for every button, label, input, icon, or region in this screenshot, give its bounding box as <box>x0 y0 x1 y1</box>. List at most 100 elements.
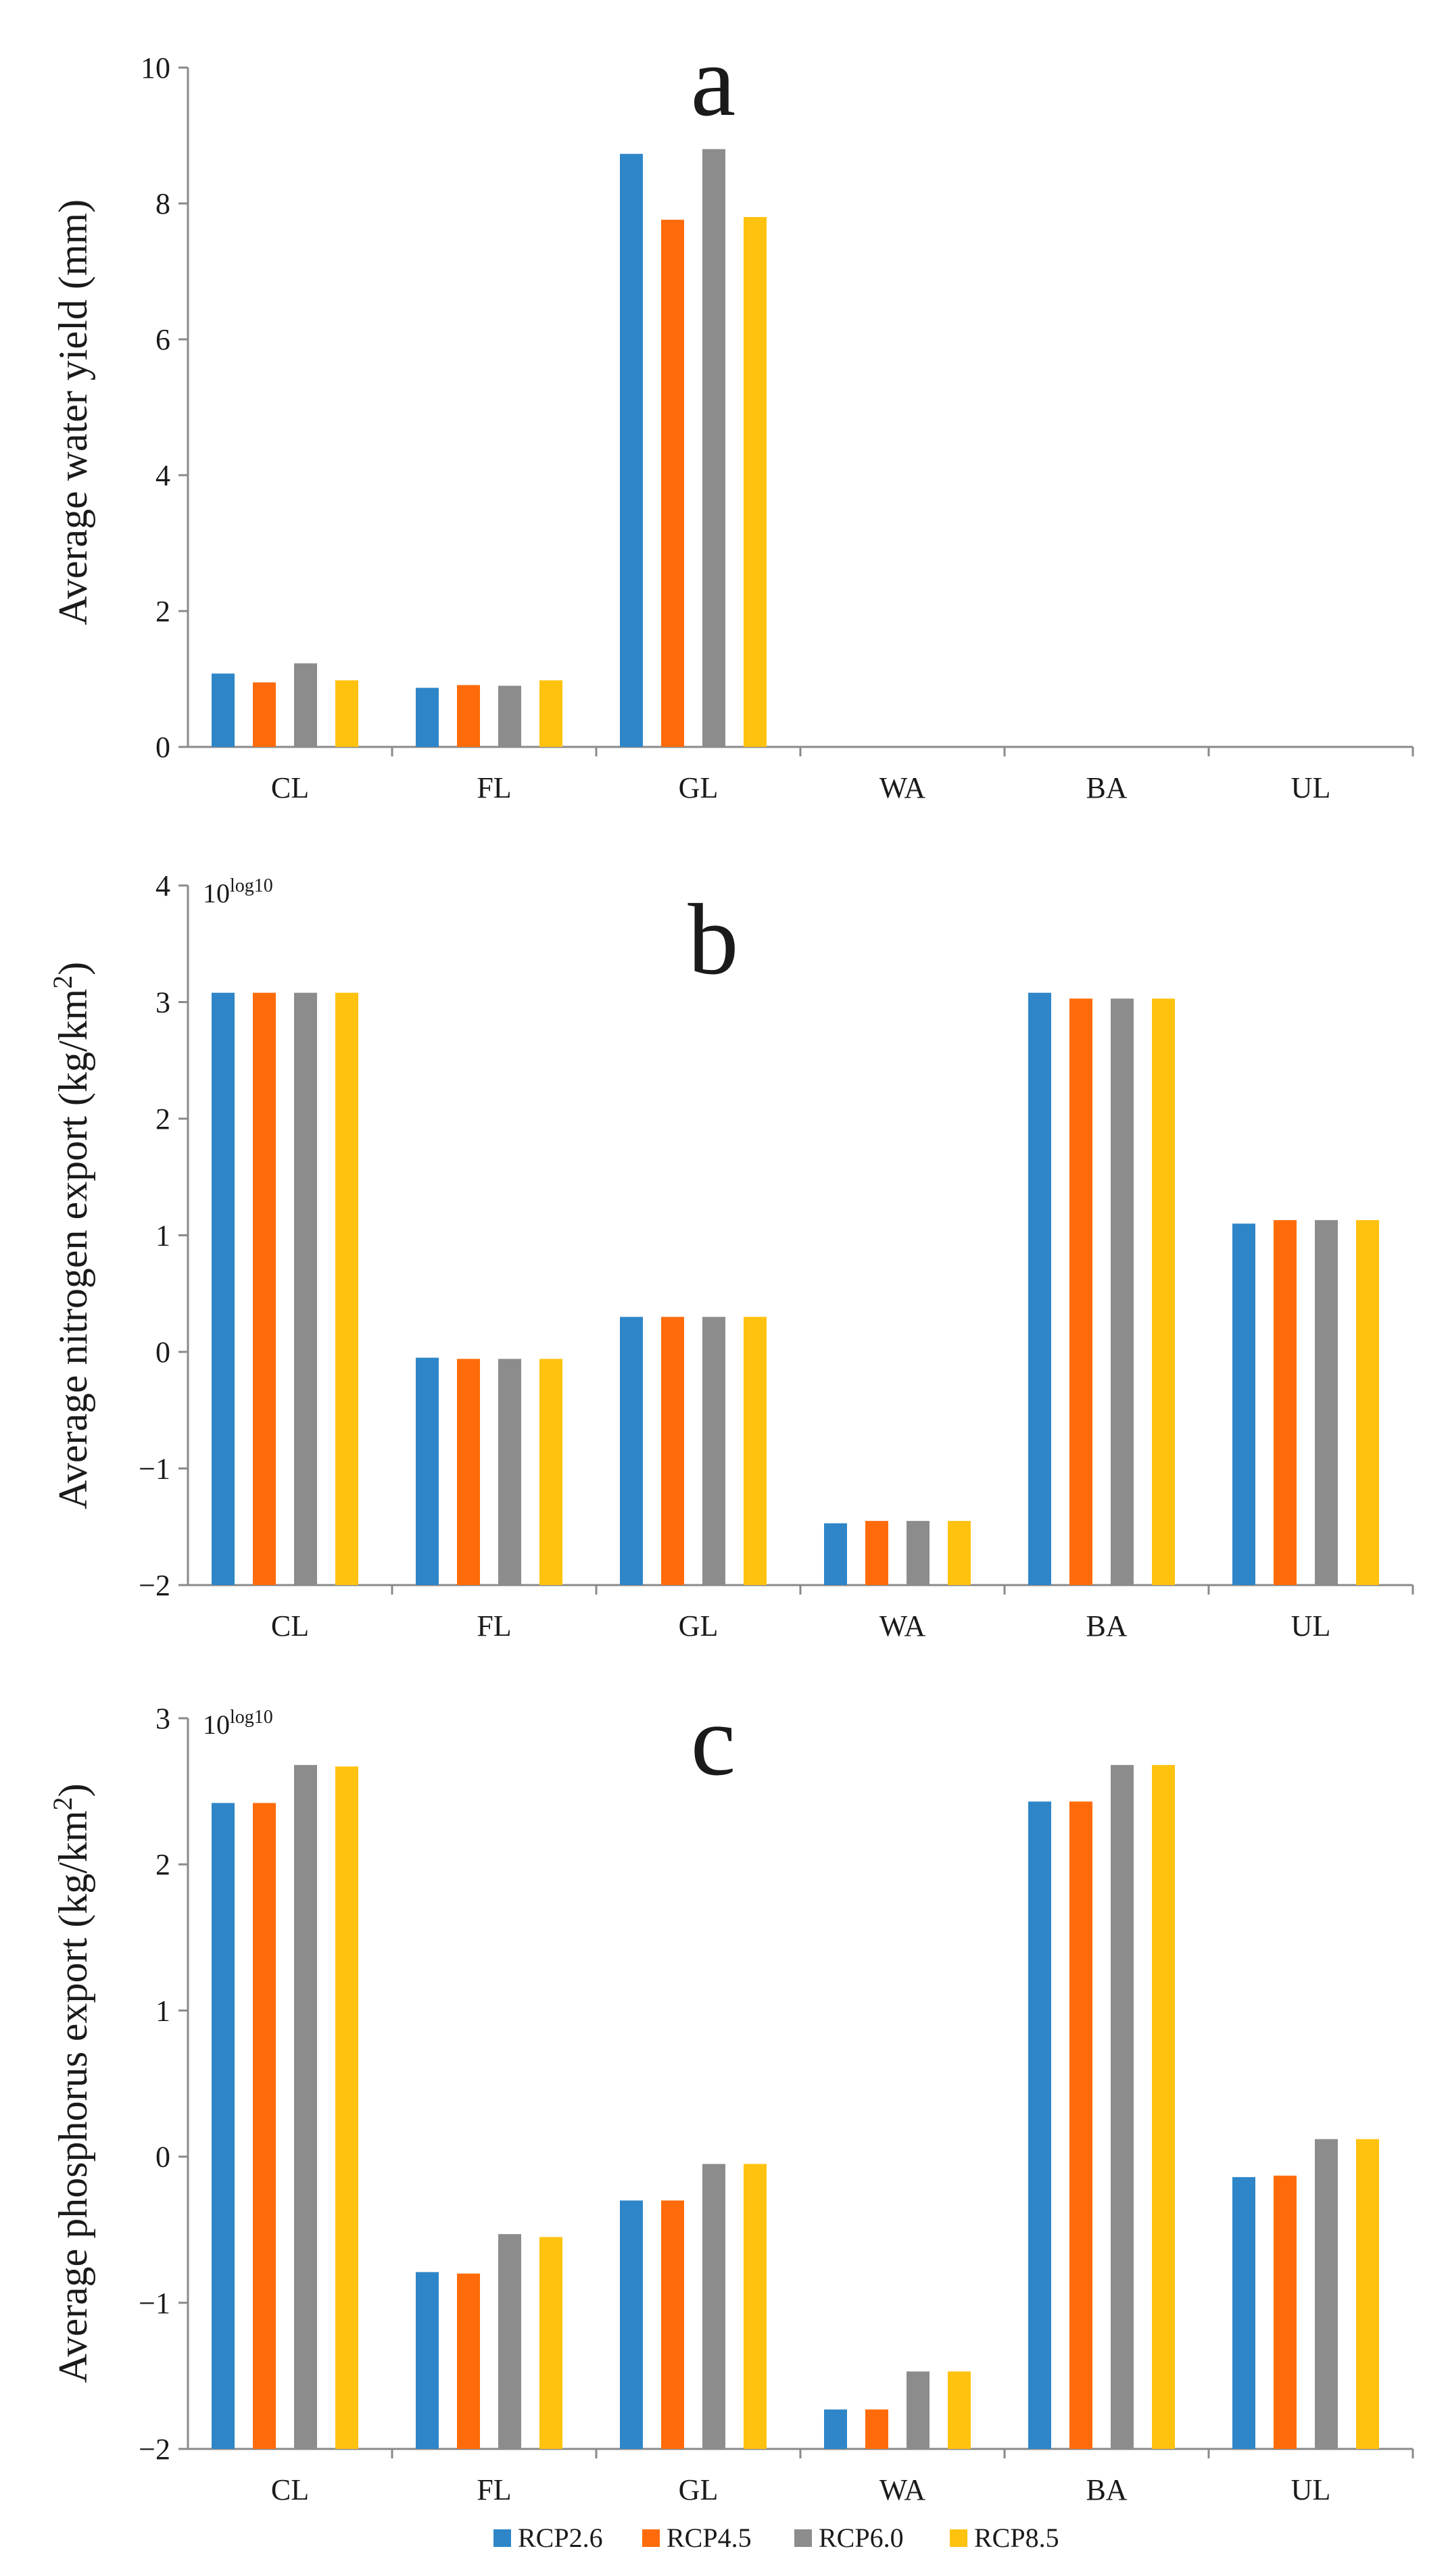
legend-item-rcp85: RCP8.5 <box>950 2523 1059 2553</box>
y-tick-label: 3 <box>155 1702 170 1735</box>
x-tick-label-fl: FL <box>477 1609 511 1643</box>
x-tick-label-wa: WA <box>879 2473 926 2506</box>
bar-b-cl-rcp85 <box>335 992 358 1585</box>
bar-c-fl-rcp85 <box>539 2237 562 2449</box>
bar-a-cl-rcp45 <box>253 682 276 747</box>
bar-a-fl-rcp85 <box>539 680 562 747</box>
bar-b-ul-rcp26 <box>1232 1223 1255 1585</box>
x-tick-label-fl: FL <box>477 2473 511 2506</box>
log-scale-note: 10log10 <box>203 1707 273 1740</box>
legend-swatch <box>642 2529 660 2547</box>
bar-b-wa-rcp26 <box>824 1523 847 1585</box>
y-tick-label: 8 <box>155 187 170 220</box>
bar-a-fl-rcp26 <box>416 687 439 747</box>
x-tick-label-gl: GL <box>679 771 719 804</box>
legend-label: RCP8.5 <box>974 2523 1059 2553</box>
y-tick-label: −1 <box>139 2287 170 2320</box>
log-scale-note: 10log10 <box>203 875 273 908</box>
chart-panel-c: −2 −1 0 1 2 3 CL FL GL WA BA UL Average phosphorus e… <box>47 1684 1414 2506</box>
bar-c-gl-rcp45 <box>661 2200 684 2449</box>
y-tick-label: 1 <box>155 1994 170 2027</box>
y-tick-label: 10 <box>141 51 170 84</box>
bar-a-cl-rcp26 <box>212 673 235 747</box>
bar-c-cl-rcp26 <box>212 1803 235 2449</box>
x-tick-label-fl: FL <box>477 771 511 804</box>
bar-b-ba-rcp60 <box>1111 998 1134 1585</box>
legend-label: RCP4.5 <box>667 2523 752 2553</box>
y-tick-label: 2 <box>155 1102 170 1136</box>
chart-panel-b: −2 −1 0 1 2 3 4 CL FL GL WA BA UL Average nitrogen ex… <box>47 869 1414 1643</box>
legend-item-rcp26: RCP2.6 <box>493 2523 603 2553</box>
bar-a-cl-rcp85 <box>335 680 358 747</box>
bar-a-gl-rcp26 <box>620 153 643 747</box>
bar-b-gl-rcp85 <box>744 1317 767 1585</box>
bar-b-ba-rcp26 <box>1028 992 1051 1585</box>
bar-b-ul-rcp60 <box>1315 1220 1338 1585</box>
bar-b-cl-rcp26 <box>212 992 235 1585</box>
y-tick-label: −2 <box>139 2433 170 2466</box>
y-tick-label: 3 <box>155 986 170 1019</box>
bar-b-fl-rcp85 <box>539 1359 562 1585</box>
bar-c-wa-rcp60 <box>907 2371 930 2449</box>
panel-letter: a <box>691 25 736 137</box>
x-tick-label-ul: UL <box>1291 771 1331 804</box>
bar-c-ul-rcp85 <box>1356 2139 1379 2449</box>
bar-c-fl-rcp60 <box>498 2234 521 2449</box>
x-tick-label-wa: WA <box>879 771 926 804</box>
x-tick-label-ba: BA <box>1086 2473 1127 2506</box>
y-axis-title: Average phosphorus export (kg/km2) <box>47 1783 95 2383</box>
bar-b-gl-rcp26 <box>620 1317 643 1585</box>
bar-b-ul-rcp85 <box>1356 1220 1379 1585</box>
y-tick-label: 4 <box>155 869 170 902</box>
bar-b-fl-rcp60 <box>498 1359 521 1585</box>
bar-c-cl-rcp60 <box>294 1765 317 2449</box>
bar-b-fl-rcp45 <box>457 1359 480 1585</box>
x-tick-label-ba: BA <box>1086 1609 1127 1643</box>
x-tick-label-cl: CL <box>271 1609 309 1643</box>
bar-b-ul-rcp45 <box>1274 1220 1297 1585</box>
y-tick-label: 1 <box>155 1219 170 1253</box>
x-tick-label-ul: UL <box>1291 1609 1331 1643</box>
x-tick-label-gl: GL <box>679 2473 719 2506</box>
bar-c-ba-rcp45 <box>1069 1801 1092 2449</box>
y-tick-label: 6 <box>155 323 170 356</box>
y-tick-label: 0 <box>155 2141 170 2174</box>
bar-b-wa-rcp60 <box>907 1521 930 1585</box>
x-tick-label-wa: WA <box>879 1609 926 1643</box>
legend-swatch <box>493 2529 511 2547</box>
y-tick-label: 2 <box>155 1848 170 1881</box>
bar-b-ba-rcp85 <box>1152 998 1175 1585</box>
x-tick-label-cl: CL <box>271 771 309 804</box>
x-tick-label-ul: UL <box>1291 2473 1331 2506</box>
x-tick-label-cl: CL <box>271 2473 309 2506</box>
bar-b-fl-rcp26 <box>416 1357 439 1585</box>
bar-c-ul-rcp45 <box>1274 2175 1297 2449</box>
bar-b-wa-rcp45 <box>865 1521 888 1585</box>
bar-c-fl-rcp26 <box>416 2272 439 2449</box>
bar-c-ul-rcp60 <box>1315 2139 1338 2449</box>
bar-c-wa-rcp26 <box>824 2409 847 2449</box>
bar-c-wa-rcp45 <box>865 2409 888 2449</box>
legend-item-rcp60: RCP6.0 <box>794 2523 904 2553</box>
chart-panel-a: 0 2 4 6 8 10 CL FL GL WA BA UL Average water yield (… <box>51 25 1414 804</box>
y-tick-label: −1 <box>139 1453 170 1486</box>
bar-c-gl-rcp26 <box>620 2200 643 2449</box>
bar-b-wa-rcp85 <box>948 1521 971 1585</box>
bar-b-ba-rcp45 <box>1069 998 1092 1585</box>
bar-c-cl-rcp85 <box>335 1766 358 2449</box>
bar-c-ba-rcp85 <box>1152 1765 1175 2449</box>
y-tick-label: 4 <box>155 459 170 492</box>
bar-a-fl-rcp60 <box>498 685 521 747</box>
y-axis-title: Average water yield (mm) <box>51 199 95 625</box>
bar-b-gl-rcp60 <box>702 1317 725 1585</box>
bar-c-ba-rcp26 <box>1028 1801 1051 2449</box>
bar-c-ul-rcp26 <box>1232 2177 1255 2449</box>
bar-c-gl-rcp85 <box>744 2164 767 2449</box>
bar-b-cl-rcp60 <box>294 992 317 1585</box>
y-axis-title: Average nitrogen export (kg/km2) <box>47 962 95 1509</box>
y-tick-label: 0 <box>155 1336 170 1369</box>
bar-a-gl-rcp85 <box>744 217 767 748</box>
bar-c-cl-rcp45 <box>253 1803 276 2449</box>
